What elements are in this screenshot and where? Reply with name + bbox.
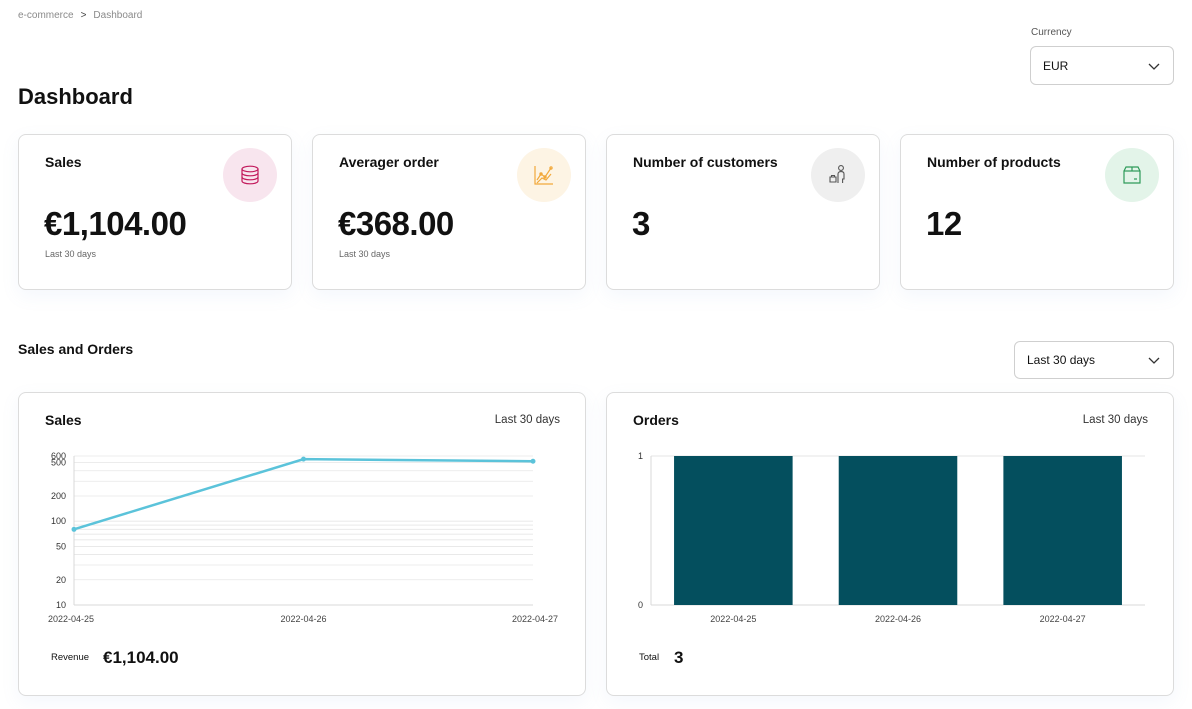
total-value: 3 [674,648,684,667]
y-tick-label: 600 [51,451,66,461]
stat-title: Sales [45,154,82,170]
revenue-value: €1,104.00 [103,648,179,667]
card-title: Sales [45,412,82,428]
card-range: Last 30 days [1082,414,1148,426]
stat-icon-badge [223,148,277,202]
orders-chart-card: Orders Last 30 days 0 1 2022-04-25 2022-04-… [606,392,1174,696]
breadcrumb-item-dashboard: Dashboard [93,10,143,21]
stat-value: 12 [926,205,962,242]
box-icon [1123,166,1141,184]
orders-bar [1003,456,1122,605]
sales-data-point [71,526,77,532]
breadcrumb-separator: > [80,10,87,21]
stat-value: 3 [632,205,650,242]
stat-value: €1,104.00 [44,205,187,242]
y-tick-label: 0 [638,600,643,610]
card-range: Last 30 days [494,414,560,426]
stat-subtitle: Last 30 days [45,249,97,259]
sales-chart-card: Sales Last 30 days 10 20 50 100 200 500 600 202… [18,392,586,696]
date-range-select[interactable]: Last 30 days [1014,341,1174,379]
y-tick-label: 500 [51,458,66,468]
stat-icon-badge [1105,148,1159,202]
y-tick-label: 1 [638,451,643,461]
x-tick-label: 2022-04-26 [875,614,921,624]
revenue-label: Revenue [51,652,90,663]
orders-bar [838,456,958,605]
chevron-down-icon [1148,63,1160,70]
stat-title: Number of customers [633,154,778,170]
stat-icon-badge [517,148,571,202]
currency-select-value: EUR [1043,58,1069,73]
x-tick-label: 2022-04-25 [710,614,756,624]
currency-select[interactable]: EUR [1030,46,1174,85]
customer-icon [829,165,845,183]
y-tick-label: 100 [51,516,66,526]
stat-value: €368.00 [338,205,454,242]
y-tick-label: 200 [51,491,66,501]
y-tick-label: 50 [56,541,66,551]
total-label: Total [639,652,660,663]
stat-subtitle: Last 30 days [339,249,391,259]
chevron-down-icon [1148,357,1160,364]
x-tick-label: 2022-04-26 [280,614,326,624]
stat-card-customers: Number of customers 3 [606,134,880,290]
section-title: Sales and Orders [18,341,134,357]
database-icon [241,165,259,185]
x-tick-label: 2022-04-27 [1040,614,1086,624]
breadcrumb-item-ecommerce[interactable]: e-commerce [18,10,74,21]
sales-data-point [530,458,536,464]
stat-title: Number of products [927,154,1061,170]
card-title: Orders [633,412,679,428]
stat-title: Averager order [339,154,439,170]
breadcrumb: e-commerce > Dashboard [18,10,142,21]
x-tick-label: 2022-04-27 [512,614,558,624]
stat-card-average-order: Averager order €368.00 Last 30 days [312,134,586,290]
chart-line-icon [534,166,553,185]
date-range-select-value: Last 30 days [1027,353,1096,367]
orders-bar [674,456,793,605]
page-title: Dashboard [18,84,133,109]
x-tick-label: 2022-04-25 [48,614,94,624]
stat-card-products: Number of products 12 [900,134,1174,290]
orders-bar-chart: 0 1 2022-04-25 2022-04-26 2022-04-27 [638,451,1145,624]
y-tick-label: 10 [56,600,66,610]
stat-card-sales: Sales €1,104.00 Last 30 days [18,134,292,290]
stat-icon-badge [811,148,865,202]
currency-label: Currency [1031,27,1072,38]
sales-series-line [73,457,534,531]
sales-data-point [301,456,306,462]
y-tick-label: 20 [56,575,66,585]
